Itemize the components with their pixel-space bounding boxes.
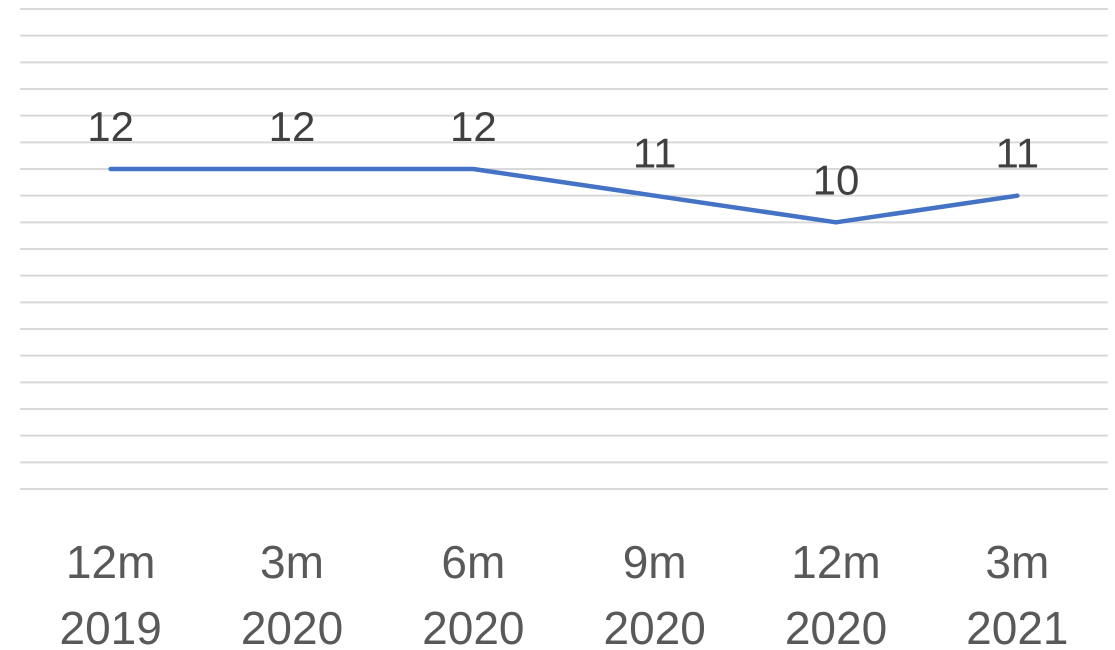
data-label: 12	[450, 103, 497, 150]
x-tick-label-line: 3m	[985, 536, 1049, 588]
x-tick-label-line: 2020	[603, 602, 705, 650]
x-tick-label: 12m 2020	[785, 536, 887, 650]
x-tick-label-line: 9m	[623, 536, 687, 588]
data-label: 11	[996, 130, 1040, 177]
gridlines	[20, 8, 1108, 490]
x-tick-label: 6m 2020	[422, 536, 524, 650]
x-tick-label: 9m 2020	[603, 536, 705, 650]
x-tick-label-line: 2019	[59, 602, 161, 650]
x-tick-label: 12m 2019	[59, 536, 161, 650]
data-label: 11	[633, 130, 677, 177]
x-tick-label-line: 2020	[785, 602, 887, 650]
x-tick-label-line: 12m	[791, 536, 880, 588]
series-line	[108, 166, 1020, 225]
data-label: 12	[269, 103, 316, 150]
x-tick-label: 3m 2020	[241, 536, 343, 650]
x-tick-label-line: 2020	[241, 602, 343, 650]
x-tick-label-line: 2021	[966, 602, 1068, 650]
x-tick-label-line: 3m	[260, 536, 324, 588]
x-tick-label-line: 2020	[422, 602, 524, 650]
x-tick-label-line: 6m	[441, 536, 505, 588]
data-label: 12	[87, 103, 134, 150]
x-tick-label-line: 12m	[66, 536, 155, 588]
x-axis: 12m 2019 3m 2020 6m 2020 9m 2020 12m 2020 3m 2021	[59, 536, 1068, 650]
series-line-group	[108, 166, 1020, 225]
data-labels: 12 12 12 11 10 11	[87, 103, 1039, 203]
data-label: 10	[813, 156, 860, 203]
x-tick-label: 3m 2021	[966, 536, 1068, 650]
